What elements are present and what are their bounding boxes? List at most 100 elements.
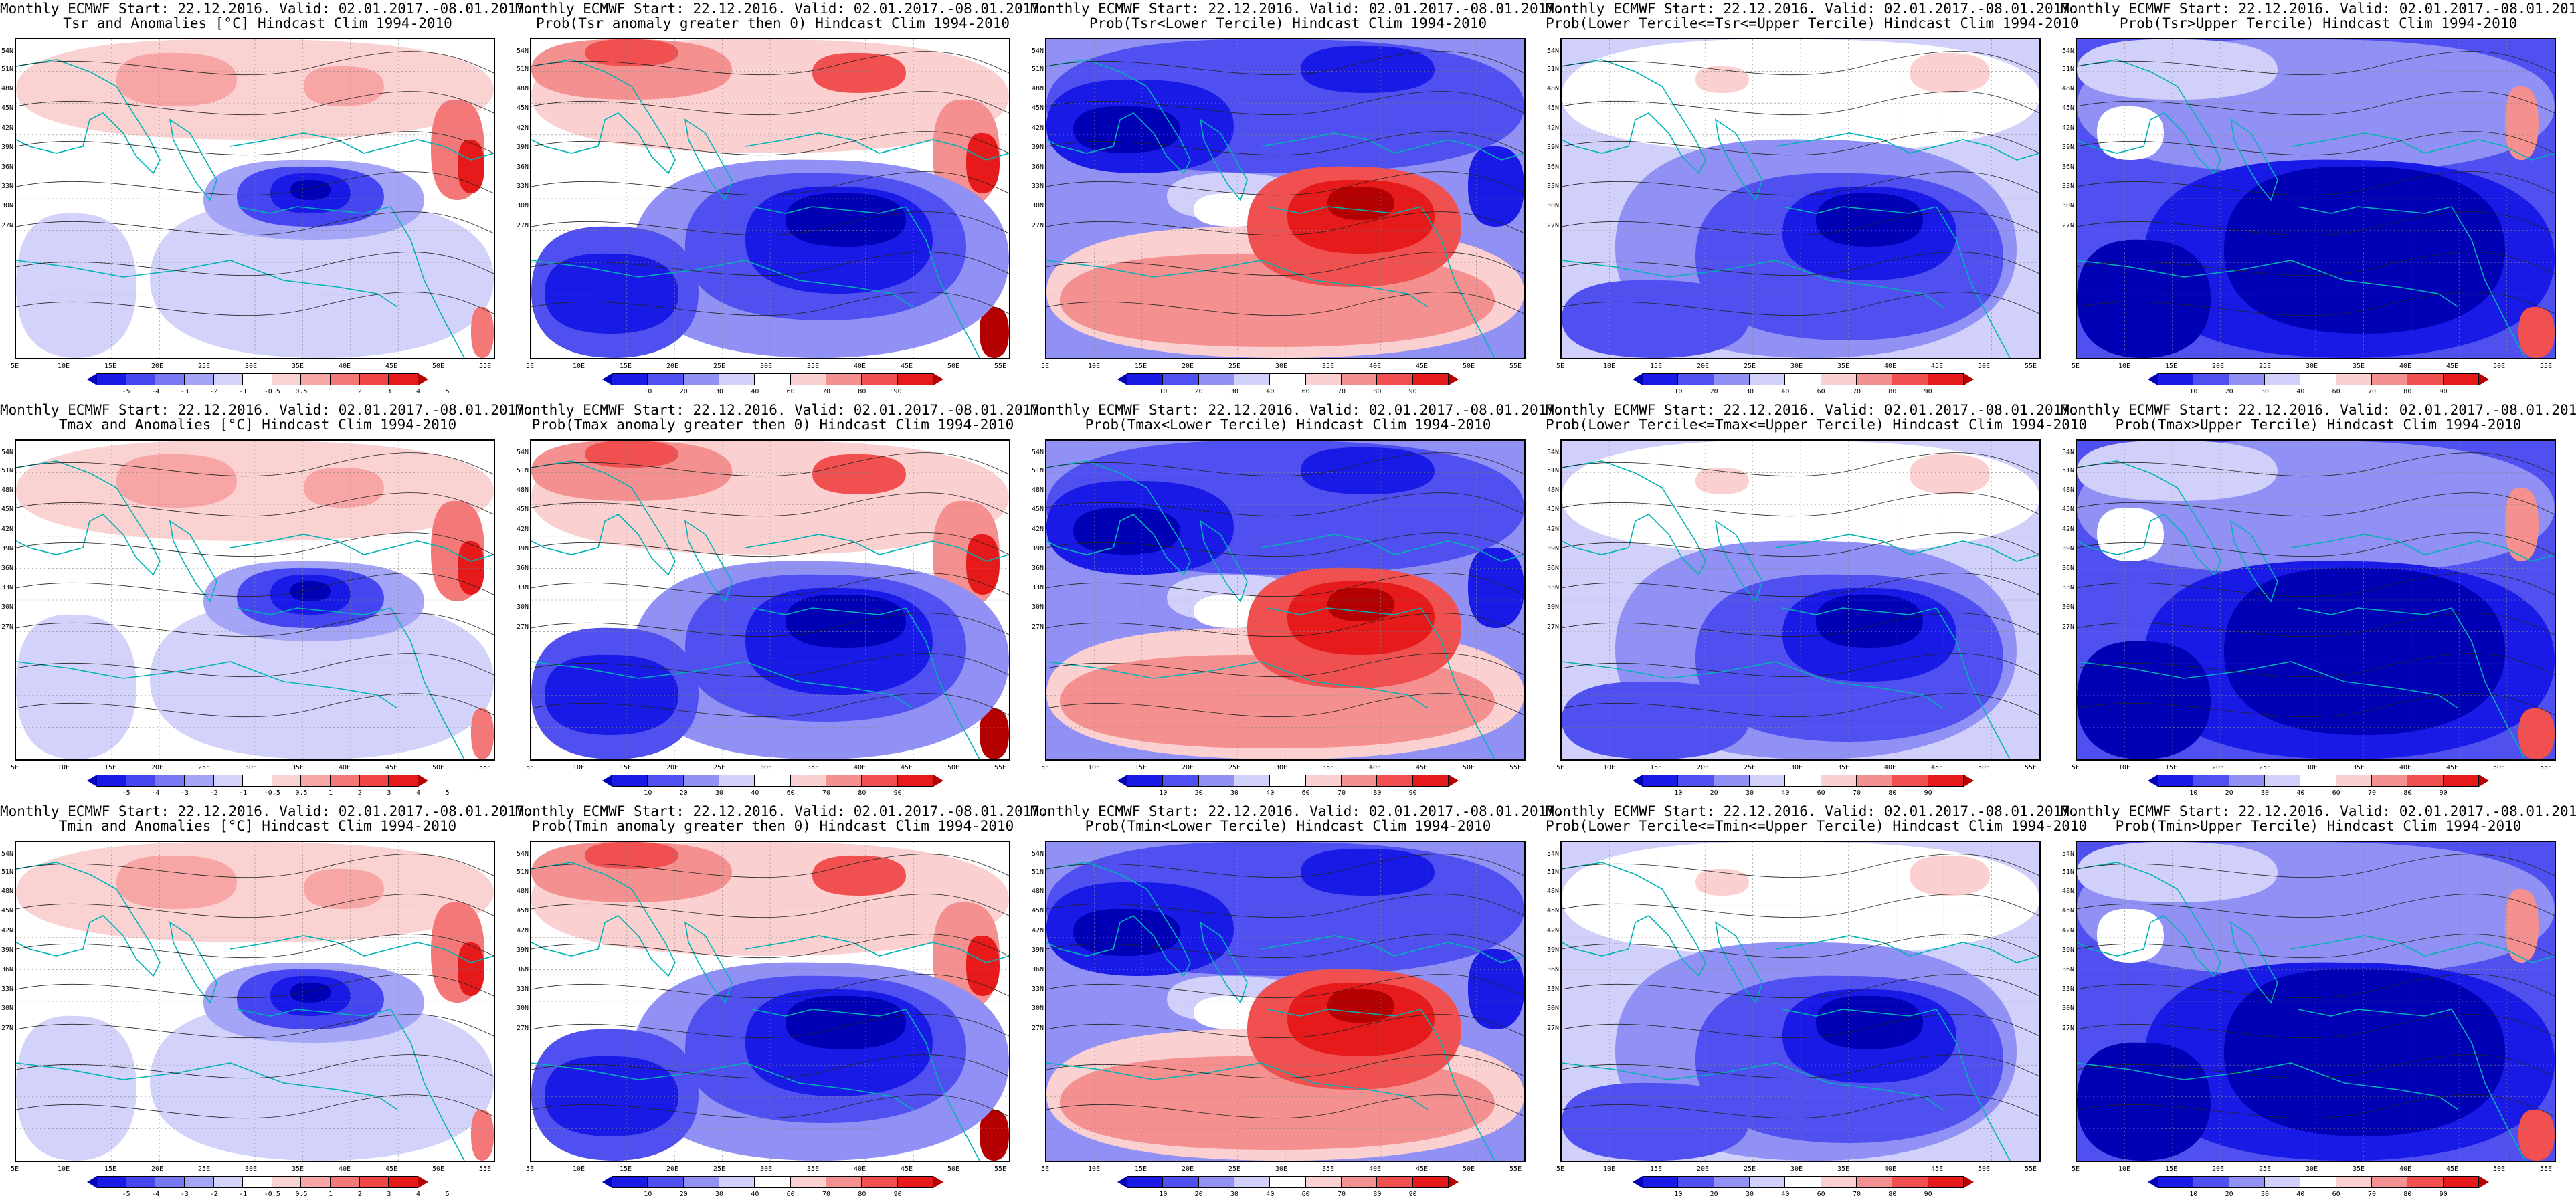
contour-line <box>2077 693 2555 718</box>
shaded-region <box>2077 641 2211 759</box>
longitude-label: 10E <box>58 1165 70 1173</box>
longitude-label: 45E <box>901 1165 913 1173</box>
latitude-label: 42N <box>1032 124 1044 132</box>
shaded-region <box>585 842 678 869</box>
map-panel: Monthly ECMWF Start: 22.12.2016. Valid: … <box>2061 803 2576 1204</box>
colorbar-segment <box>1305 1176 1342 1188</box>
shaded-region <box>1695 467 1749 494</box>
contour-line <box>1562 1054 2039 1079</box>
colorbar-segment <box>1127 1176 1164 1188</box>
colorbar-tick-label: 20 <box>1710 388 1718 395</box>
colorbar-tick-label: -4 <box>151 1191 160 1198</box>
latitude-label: 39N <box>517 545 529 553</box>
latitude-label: 36N <box>1547 163 1560 171</box>
colorbar-tick-label: 90 <box>1924 789 1932 797</box>
map-panel: Monthly ECMWF Start: 22.12.2016. Valid: … <box>0 803 533 1204</box>
colorbar-segment <box>1163 1176 1199 1188</box>
colorbar-segment <box>1892 775 1928 787</box>
forecast-map <box>1045 439 1526 761</box>
latitude-label: 39N <box>1 946 14 954</box>
longitude-label: 15E <box>1135 363 1147 370</box>
latitude-label: 42N <box>1032 526 1044 533</box>
colorbar-segment <box>1127 775 1164 787</box>
latitude-label: 36N <box>1032 163 1044 171</box>
shaded-region <box>1910 855 1990 896</box>
colorbar-segment <box>862 1176 898 1188</box>
colorbar-segment <box>359 775 389 787</box>
colorbar-tick-label: 80 <box>858 388 866 395</box>
latitude-label: 27N <box>1547 222 1560 229</box>
longitude-label: 50E <box>1978 363 1991 370</box>
colorbar-tick-label: 30 <box>2260 789 2270 797</box>
colorbar-segment <box>213 775 244 787</box>
contour-line <box>1046 934 1524 959</box>
longitude-label: 35E <box>292 764 304 771</box>
colorbar-min-tip <box>2148 775 2158 787</box>
longitude-label: 15E <box>104 764 117 771</box>
map-canvas <box>1562 441 2039 759</box>
colorbar-tick-label: -1 <box>239 388 248 395</box>
contour-line <box>16 252 494 276</box>
panel-title-line2: Prob(Tmin anomaly greater then 0) Hindca… <box>531 818 1014 834</box>
longitude-label: 45E <box>385 363 398 370</box>
coastline <box>16 460 494 759</box>
colorbar-segment <box>2158 1176 2194 1188</box>
colorbar-segment <box>612 775 648 787</box>
colorbar-segment <box>862 373 898 385</box>
latitude-label: 45N <box>2062 907 2075 914</box>
contour-line <box>531 131 1009 156</box>
colorbar-segment <box>2229 1176 2265 1188</box>
colorbar-segment <box>272 373 302 385</box>
longitude-label: 20E <box>1182 764 1194 771</box>
colorbar-segment <box>2300 1176 2336 1188</box>
longitude-label: 5E <box>1556 363 1565 370</box>
colorbar-tick-label: 60 <box>786 1191 795 1198</box>
colorbar-segment <box>1714 373 1750 385</box>
latitude-label: 39N <box>1032 545 1044 553</box>
contour-line <box>531 1054 1009 1079</box>
contour-line <box>1046 974 1524 999</box>
latitude-label: 42N <box>1547 124 1560 132</box>
colorbar-tick-label: 30 <box>2260 388 2270 395</box>
longitude-label: 25E <box>713 1165 726 1173</box>
panel-title-line1: Monthly ECMWF Start: 22.12.2016. Valid: … <box>0 402 533 418</box>
colorbar-max-tip <box>933 775 943 787</box>
coastline <box>2077 460 2555 759</box>
latitude-label: 48N <box>1 486 14 494</box>
contour-line <box>2077 91 2555 116</box>
colorbar-segment <box>389 1176 418 1188</box>
map-panel: Monthly ECMWF Start: 22.12.2016. Valid: … <box>1030 401 1564 803</box>
colorbar-segment <box>2193 373 2229 385</box>
shaded-region <box>116 52 237 106</box>
longitude-label: 25E <box>713 363 726 370</box>
longitude-label: 50E <box>1463 764 1475 771</box>
longitude-label: 55E <box>2025 764 2037 771</box>
colorbar-segment <box>897 775 933 787</box>
contour-line <box>531 974 1009 999</box>
colorbar-segment <box>1234 1176 1271 1188</box>
colorbar-tick-label: 20 <box>679 388 688 395</box>
colorbar-max-tip <box>1964 775 1974 787</box>
longitude-label: 10E <box>1603 363 1616 370</box>
shaded-region <box>786 995 906 1049</box>
longitude-label: 40E <box>2399 1165 2412 1173</box>
longitude-label: 40E <box>339 1165 351 1173</box>
latitude-label: 30N <box>1 1005 14 1012</box>
contour-line <box>16 211 494 236</box>
colorbar <box>1117 373 1459 385</box>
colorbar-segment <box>826 775 862 787</box>
colorbar-tick-label: 2 <box>357 1191 362 1198</box>
longitude-label: 30E <box>245 764 258 771</box>
shaded-region <box>290 581 331 601</box>
colorbar-tick-label: 20 <box>679 789 688 797</box>
contour-line <box>2077 51 2555 76</box>
colorbar-segment <box>1163 775 1199 787</box>
panel-title-line2: Prob(Tmin>Upper Tercile) Hindcast Clim 1… <box>2115 818 2522 834</box>
longitude-label: 10E <box>1088 764 1101 771</box>
latitude-label: 39N <box>1547 946 1560 954</box>
latitude-label: 39N <box>2062 946 2075 954</box>
colorbar-segment <box>1750 775 1786 787</box>
longitude-label: 30E <box>245 1165 258 1173</box>
longitude-label: 50E <box>1463 363 1475 370</box>
latitude-label: 54N <box>2062 449 2075 456</box>
